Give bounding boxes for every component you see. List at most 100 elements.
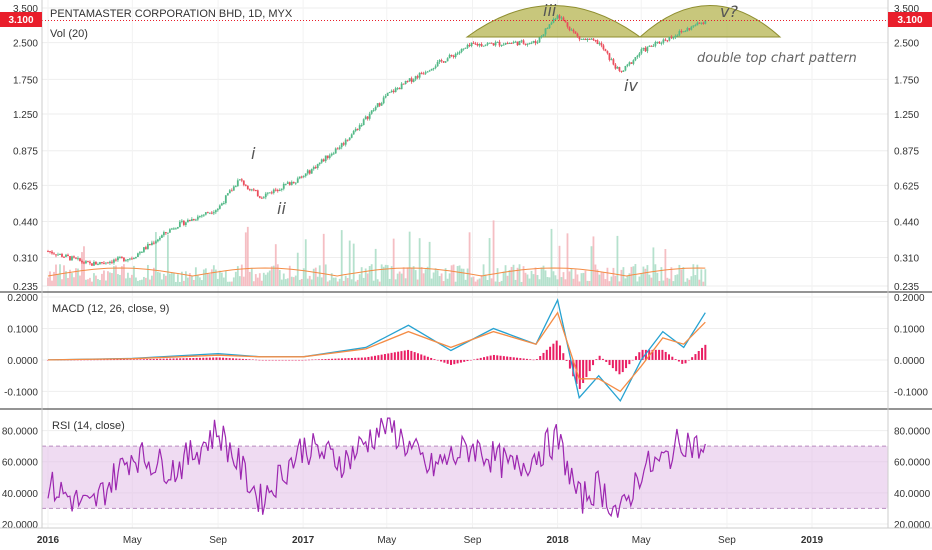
volume-bar (190, 275, 193, 286)
volume-bar (121, 266, 123, 286)
macd-histogram-bar (492, 354, 495, 360)
candle-body (63, 256, 65, 258)
volume-label: Vol (20) (50, 28, 88, 40)
candle-body (115, 259, 117, 261)
volume-bar (642, 266, 645, 286)
candle-body (596, 40, 599, 44)
double-top-arc (638, 5, 782, 38)
volume-bar (560, 277, 563, 286)
candle-body (442, 61, 445, 63)
candle-body (608, 53, 611, 60)
candle-body (97, 264, 99, 266)
macd-histogram-bar (671, 356, 674, 360)
macd-tick-right: -0.1000 (894, 387, 928, 398)
candle-body (306, 170, 309, 174)
price-tick-left: 1.250 (13, 110, 38, 121)
macd-histogram-bar (350, 357, 353, 360)
candle-body (396, 88, 399, 90)
macd-histogram-bar (132, 359, 135, 360)
rsi-tick-left: 80.0000 (2, 427, 39, 438)
volume-bar (622, 267, 625, 286)
candle-body (698, 22, 701, 24)
candle-body (412, 79, 415, 82)
volume-bar (91, 281, 93, 286)
volume-bar (582, 272, 585, 286)
time-tick: 2019 (801, 535, 824, 546)
volume-bar (320, 277, 323, 286)
macd-histogram-bar (506, 356, 509, 360)
volume-bar (592, 236, 595, 286)
volume-bar (182, 280, 185, 286)
candle-body (536, 42, 539, 44)
rsi-tick-right: 20.0000 (894, 520, 931, 531)
volume-bar (384, 264, 387, 286)
candle-body (49, 251, 51, 253)
candle-body (700, 22, 703, 24)
candle-body (590, 38, 593, 40)
wave-label-i: i (251, 144, 256, 163)
candle-body (500, 44, 503, 46)
volume-bar (412, 266, 415, 286)
volume-bar (530, 270, 533, 286)
price-tick-right: 0.875 (894, 147, 919, 158)
time-tick: Sep (718, 535, 736, 546)
macd-histogram-bar (364, 357, 367, 360)
volume-bar (322, 233, 325, 286)
volume-bar (135, 277, 137, 286)
volume-bar (172, 273, 175, 286)
volume-bar (596, 269, 599, 286)
volume-ma-line (47, 267, 706, 277)
volume-bar (522, 266, 525, 286)
candle-body (610, 59, 613, 61)
rsi-tick-left: 20.0000 (2, 520, 39, 531)
volume-bar (404, 278, 407, 286)
candle-body (147, 244, 149, 249)
volume-bar (234, 271, 237, 286)
volume-bar (632, 266, 635, 286)
price-tick-left: 0.235 (13, 282, 38, 293)
macd-tick-right: 0.2000 (894, 293, 925, 304)
candle-body (156, 239, 159, 242)
candle-body (244, 184, 247, 186)
volume-bar (624, 278, 627, 286)
candle-body (224, 195, 227, 204)
volume-bar (160, 279, 163, 286)
macd-histogram-bar (512, 357, 515, 360)
volume-bar (666, 277, 669, 286)
macd-histogram-bar (542, 352, 545, 360)
macd-histogram-bar (390, 352, 393, 360)
candle-body (278, 189, 281, 191)
time-tick: 2017 (292, 535, 315, 546)
volume-bar (392, 238, 395, 286)
candle-body (254, 190, 257, 192)
macd-histogram-bar (611, 359, 614, 369)
candle-body (202, 214, 205, 216)
macd-histogram-bar (222, 357, 225, 360)
volume-bar (490, 278, 493, 286)
volume-bar (262, 272, 265, 286)
volume-bar (576, 274, 579, 286)
macd-histogram-bar (519, 358, 522, 360)
macd-histogram-bar (265, 359, 268, 361)
volume-bar (77, 268, 79, 286)
volume-bar (688, 279, 691, 286)
macd-histogram-bar (198, 357, 201, 360)
candle-body (530, 42, 533, 44)
candle-body (420, 72, 423, 74)
axis-labels: 3.500 3.500 2.500 2.500 1.750 1.750 1.250 1.250… (2, 4, 931, 546)
price-tick-right: 0.625 (894, 181, 919, 192)
macd-histogram-bar (443, 359, 446, 363)
candle-body (628, 62, 631, 65)
candle-body (246, 185, 249, 190)
candle-body (548, 24, 551, 29)
macd-histogram-bar (664, 351, 667, 360)
volume-bar (418, 238, 421, 286)
volume-bar (668, 278, 671, 286)
volume-bar (196, 275, 199, 286)
volume-bar (600, 272, 603, 286)
volume-bar (152, 267, 155, 286)
rsi-tick-left: 40.0000 (2, 489, 39, 500)
candle-body (67, 254, 69, 257)
candle-body (127, 259, 129, 261)
